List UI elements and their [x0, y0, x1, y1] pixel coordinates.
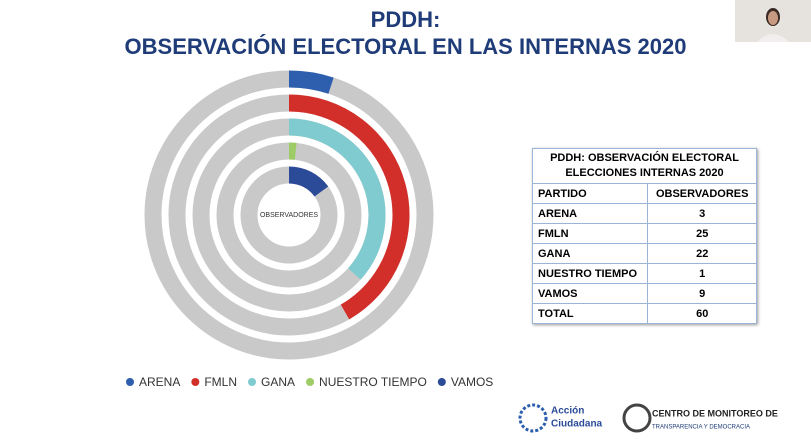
logo-right: CENTRO DE MONITOREO DE TRANSPARENCIA Y D… — [622, 403, 778, 433]
legend-label: ARENA — [139, 375, 180, 389]
ring-bar — [288, 166, 329, 197]
title-line: OBSERVACIÓN ELECTORAL EN LAS INTERNAS 20… — [124, 34, 687, 59]
legend-swatch — [437, 378, 446, 386]
legend-label: FMLN — [204, 375, 237, 389]
table-cell: 9 — [647, 283, 757, 304]
title-line: PDDH: — [370, 7, 441, 32]
logo-text: TRANSPARENCIA Y DEMOCRACIA — [652, 425, 750, 431]
legend-label: VAMOS — [451, 375, 493, 389]
table-row: PARTIDO OBSERVADORES — [531, 183, 757, 204]
legend-label: GANA — [261, 375, 295, 389]
legend-swatch — [306, 378, 315, 386]
table-cell: 3 — [647, 203, 757, 224]
ring-bar — [288, 94, 410, 320]
table-cell: PDDH: OBSERVACIÓN ELECTORAL ELECCIONES IN… — [532, 148, 757, 184]
table-cell: FMLN — [531, 223, 649, 244]
table-cell: VAMOS — [531, 283, 649, 304]
legend-label: NUESTRO TIEMPO — [319, 375, 427, 389]
table-cell: NUESTRO TIEMPO — [531, 263, 649, 284]
table-row: VAMOS 9 — [531, 283, 757, 304]
data-table: PDDH: OBSERVACIÓN ELECTORAL ELECCIONES IN… — [531, 148, 757, 324]
legend-swatch — [248, 378, 257, 386]
webcam-thumbnail — [735, 0, 811, 42]
logo-text: CENTRO DE MONITOREO DE — [652, 408, 778, 418]
table-cell: 25 — [647, 223, 757, 244]
ring-bar — [288, 118, 386, 280]
table-title: ELECCIONES INTERNAS 2020 — [565, 167, 724, 179]
webcam-figure — [735, 0, 811, 42]
table-row: PDDH: OBSERVACIÓN ELECTORAL ELECCIONES IN… — [532, 148, 757, 184]
table-cell: TOTAL — [531, 303, 649, 324]
table-cell: OBSERVADORES — [647, 183, 757, 204]
table-cell: GANA — [531, 243, 649, 264]
table-cell: 60 — [647, 303, 757, 324]
table-title: PDDH: OBSERVACIÓN ELECTORAL — [550, 152, 739, 164]
table-cell: 22 — [647, 243, 757, 264]
logo-text: Acción — [551, 406, 584, 417]
center-label: OBSERVADORES — [260, 212, 318, 219]
table-row: NUESTRO TIEMPO 1 — [531, 263, 757, 284]
table-cell: PARTIDO — [531, 183, 649, 204]
logo-left: Acción Ciudadana — [518, 403, 603, 433]
table-cell: 1 — [647, 263, 757, 284]
ring-bar — [288, 70, 334, 94]
table-row: ARENA 3 — [531, 203, 757, 224]
table-cell: ARENA — [531, 203, 649, 224]
logo-text: Ciudadana — [551, 419, 603, 430]
slide-title: PDDH: OBSERVACIÓN ELECTORAL EN LAS INTER… — [0, 6, 811, 60]
table-row: TOTAL 60 — [531, 303, 757, 324]
legend-swatch — [191, 378, 200, 386]
table-row: GANA 22 — [531, 243, 757, 264]
legend-swatch — [126, 378, 134, 386]
table-row: FMLN 25 — [531, 223, 757, 244]
